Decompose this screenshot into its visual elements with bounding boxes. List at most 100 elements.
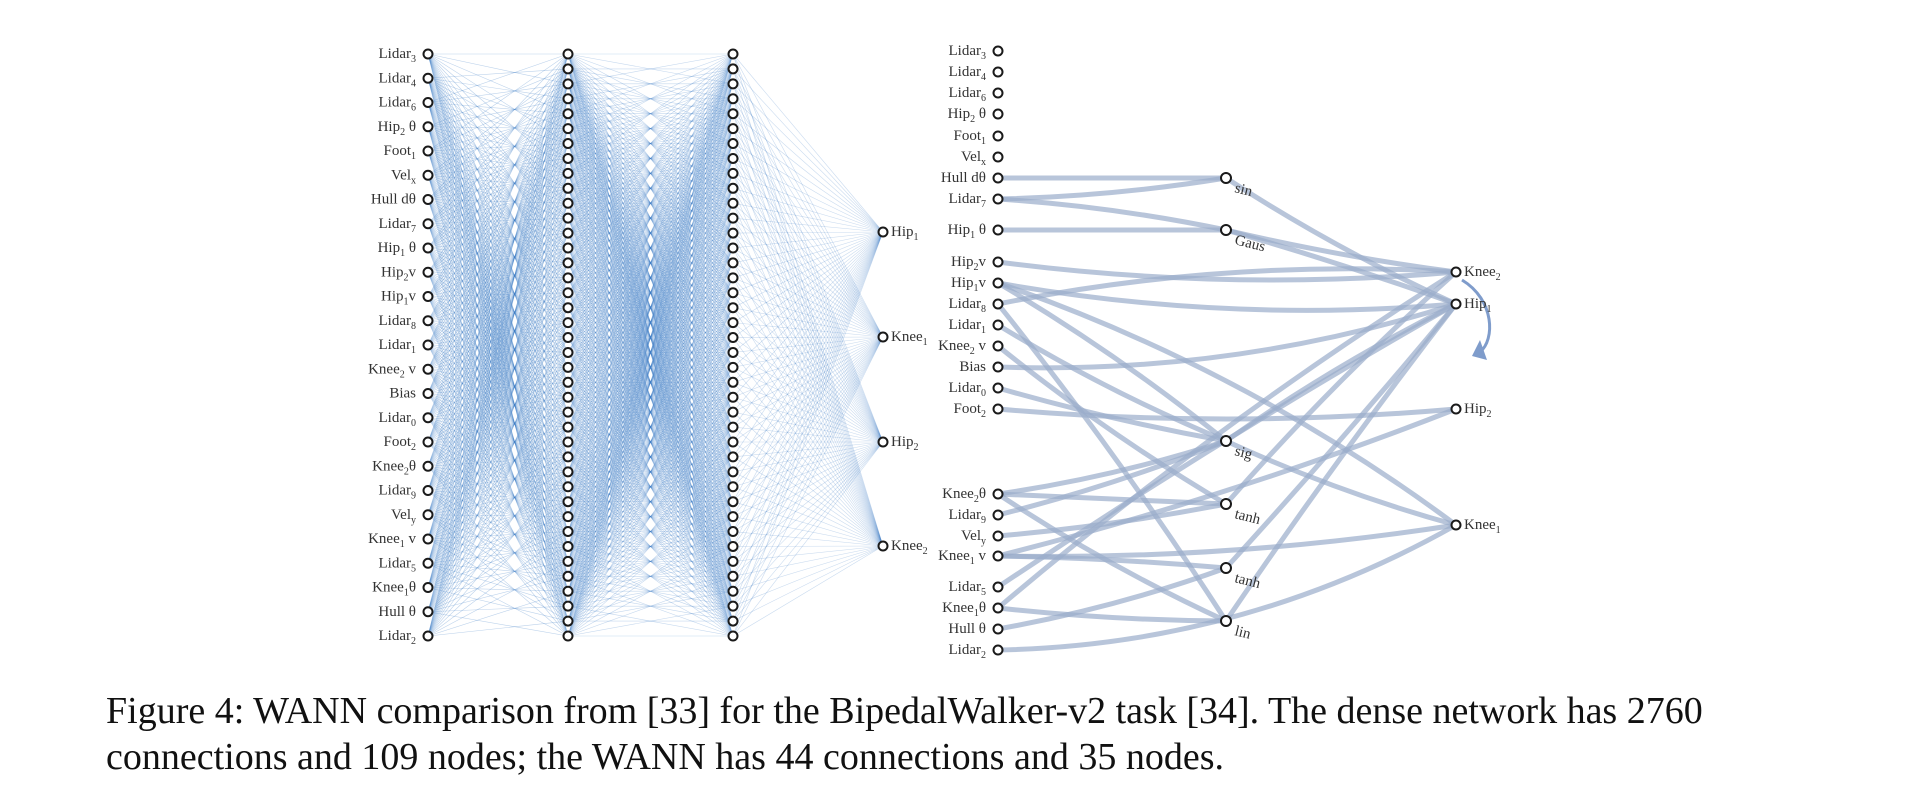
dense-edge-h1-h2-721 [567, 83, 734, 592]
dense-edge-in-h1-493 [427, 441, 569, 637]
dense-edge-in-h1-201 [427, 83, 569, 297]
dense-edge-h1-h2-526 [567, 232, 734, 443]
dense-hidden1-node-13 [562, 242, 574, 254]
dense-edge-in-h1-455 [427, 501, 569, 588]
dense-edge-h1-h2-280 [567, 53, 734, 264]
dense-edge-in-h1-420 [427, 68, 569, 564]
wann-edge-31 [1223, 269, 1459, 507]
dense-edge-h1-h2-693 [567, 441, 734, 562]
dense-edge-h1-h2-141 [567, 98, 734, 159]
dense-input-node-18 [422, 485, 434, 496]
dense-edge-in-h1-305 [427, 217, 569, 418]
dense-edge-in-h1-174 [427, 247, 569, 473]
dense-input-node-20 [422, 533, 434, 545]
dense-edge-h2-out-119 [732, 486, 884, 547]
dense-edge-in-h1-205 [427, 202, 569, 297]
dense-edge-h1-h2-470 [567, 367, 734, 398]
dense-edge-h1-h2-278 [567, 247, 734, 607]
dense-edge-h1-h2-83 [567, 113, 734, 144]
dense-edge-h1-h2-124 [567, 143, 734, 174]
wann-hidden-node-sig-2 [1220, 435, 1232, 447]
dense-edge-h1-h2-538 [567, 441, 734, 592]
dense-edge-in-h1-463 [427, 158, 569, 612]
dense-edge-h1-h2-99 [567, 113, 734, 622]
dense-edge-h1-h2-458 [567, 382, 734, 592]
wann-activation-label-2: sig [1233, 443, 1254, 463]
dense-edge-in-h1-27 [427, 78, 569, 279]
dense-edge-h1-h2-575 [567, 471, 734, 502]
dense-edge-h1-h2-757 [567, 576, 734, 607]
dense-edge-h2-out-29 [732, 158, 884, 338]
dense-edge-h1-h2-374 [567, 322, 734, 473]
dense-edge-h1-h2-439 [567, 367, 734, 637]
dense-edge-h2-out-46 [732, 217, 884, 443]
dense-edge-h1-h2-648 [567, 292, 734, 532]
dense-edge-h2-out-69 [732, 307, 884, 338]
dense-edge-h1-h2-117 [567, 128, 734, 577]
dense-input-node-8 [422, 242, 434, 254]
dense-edge-h1-h2-172 [567, 173, 734, 413]
dense-edge-h1-h2-486 [567, 232, 734, 413]
dense-edge-h1-h2-5 [567, 53, 734, 204]
dense-edge-h1-h2-127 [567, 143, 734, 264]
dense-edge-in-h1-161 [427, 83, 569, 249]
dense-edge-h1-h2-327 [567, 262, 734, 294]
dense-edge-in-h1-379 [427, 490, 569, 622]
dense-edge-h1-h2-7 [567, 53, 734, 264]
dense-edge-in-h1-332 [427, 411, 569, 443]
dense-edge-h1-h2-427 [567, 277, 734, 368]
dense-edge-h2-out-53 [732, 247, 884, 338]
dense-edge-h2-out-82 [732, 352, 884, 443]
wann-input-label-19: Vely [961, 528, 986, 547]
dense-edge-h1-h2-684 [567, 173, 734, 562]
dense-edge-in-h1-290 [427, 352, 569, 394]
wann-activation-label-0: sin [1233, 180, 1254, 200]
dense-edge-h1-h2-269 [567, 247, 734, 338]
wann-edge-11 [995, 266, 1459, 307]
dense-edge-in-h1-396 [427, 514, 569, 547]
wann-output-node-3 [1450, 519, 1462, 531]
dense-edge-h1-h2-794 [567, 486, 734, 637]
dense-input-node-4 [422, 145, 434, 157]
dense-edge-h1-h2-580 [567, 68, 734, 487]
dense-edge-h1-h2-221 [567, 98, 734, 219]
dense-edge-h2-out-158 [732, 441, 884, 637]
dense-edge-h1-h2-96 [567, 113, 734, 532]
dense-edge-in-h1-342 [427, 128, 569, 467]
dense-edge-in-h1-58 [427, 102, 569, 592]
wann-input-label-2: Lidar6 [949, 85, 986, 104]
dense-edge-h1-h2-236 [567, 218, 734, 547]
dense-edge-in-h1-221 [427, 98, 569, 321]
dense-edge-h1-h2-189 [567, 188, 734, 338]
dense-edge-h1-h2-251 [567, 232, 734, 383]
dense-edge-in-h1-299 [427, 393, 569, 622]
dense-edge-in-h1-490 [427, 352, 569, 637]
dense-edge-h1-h2-523 [567, 143, 734, 443]
dense-edge-h1-h2-531 [567, 382, 734, 443]
dense-edge-h1-h2-171 [567, 173, 734, 383]
dense-edge-h1-h2-446 [567, 232, 734, 383]
dense-edge-h1-h2-778 [567, 590, 734, 622]
dense-edge-h1-h2-344 [567, 188, 734, 308]
dense-edge-in-h1-248 [427, 292, 569, 346]
dense-edge-in-h1-495 [427, 501, 569, 637]
dense-edge-in-h1-295 [427, 393, 569, 502]
dense-edge-in-h1-172 [427, 247, 569, 413]
dense-edge-h1-h2-569 [567, 322, 734, 473]
dense-edge-h1-h2-176 [567, 173, 734, 532]
dense-edge-h2-out-154 [732, 441, 884, 622]
dense-edge-h1-h2-733 [567, 441, 734, 592]
dense-edge-in-h1-116 [427, 175, 569, 547]
dense-input-label-22: Knee1θ [372, 580, 416, 599]
dense-edge-h1-h2-126 [567, 143, 734, 234]
dense-edge-h2-out-159 [732, 545, 884, 637]
dense-edge-h1-h2-481 [567, 83, 734, 413]
dense-edge-h1-h2-739 [567, 590, 734, 622]
dense-edge-in-h1-350 [427, 367, 569, 467]
dense-input-node-3 [422, 121, 434, 133]
dense-edge-h1-h2-588 [567, 307, 734, 487]
dense-edge-h1-h2-527 [567, 262, 734, 443]
dense-edge-h1-h2-220 [567, 68, 734, 219]
dense-edge-h1-h2-640 [567, 53, 734, 532]
dense-edge-in-h1-275 [427, 369, 569, 517]
